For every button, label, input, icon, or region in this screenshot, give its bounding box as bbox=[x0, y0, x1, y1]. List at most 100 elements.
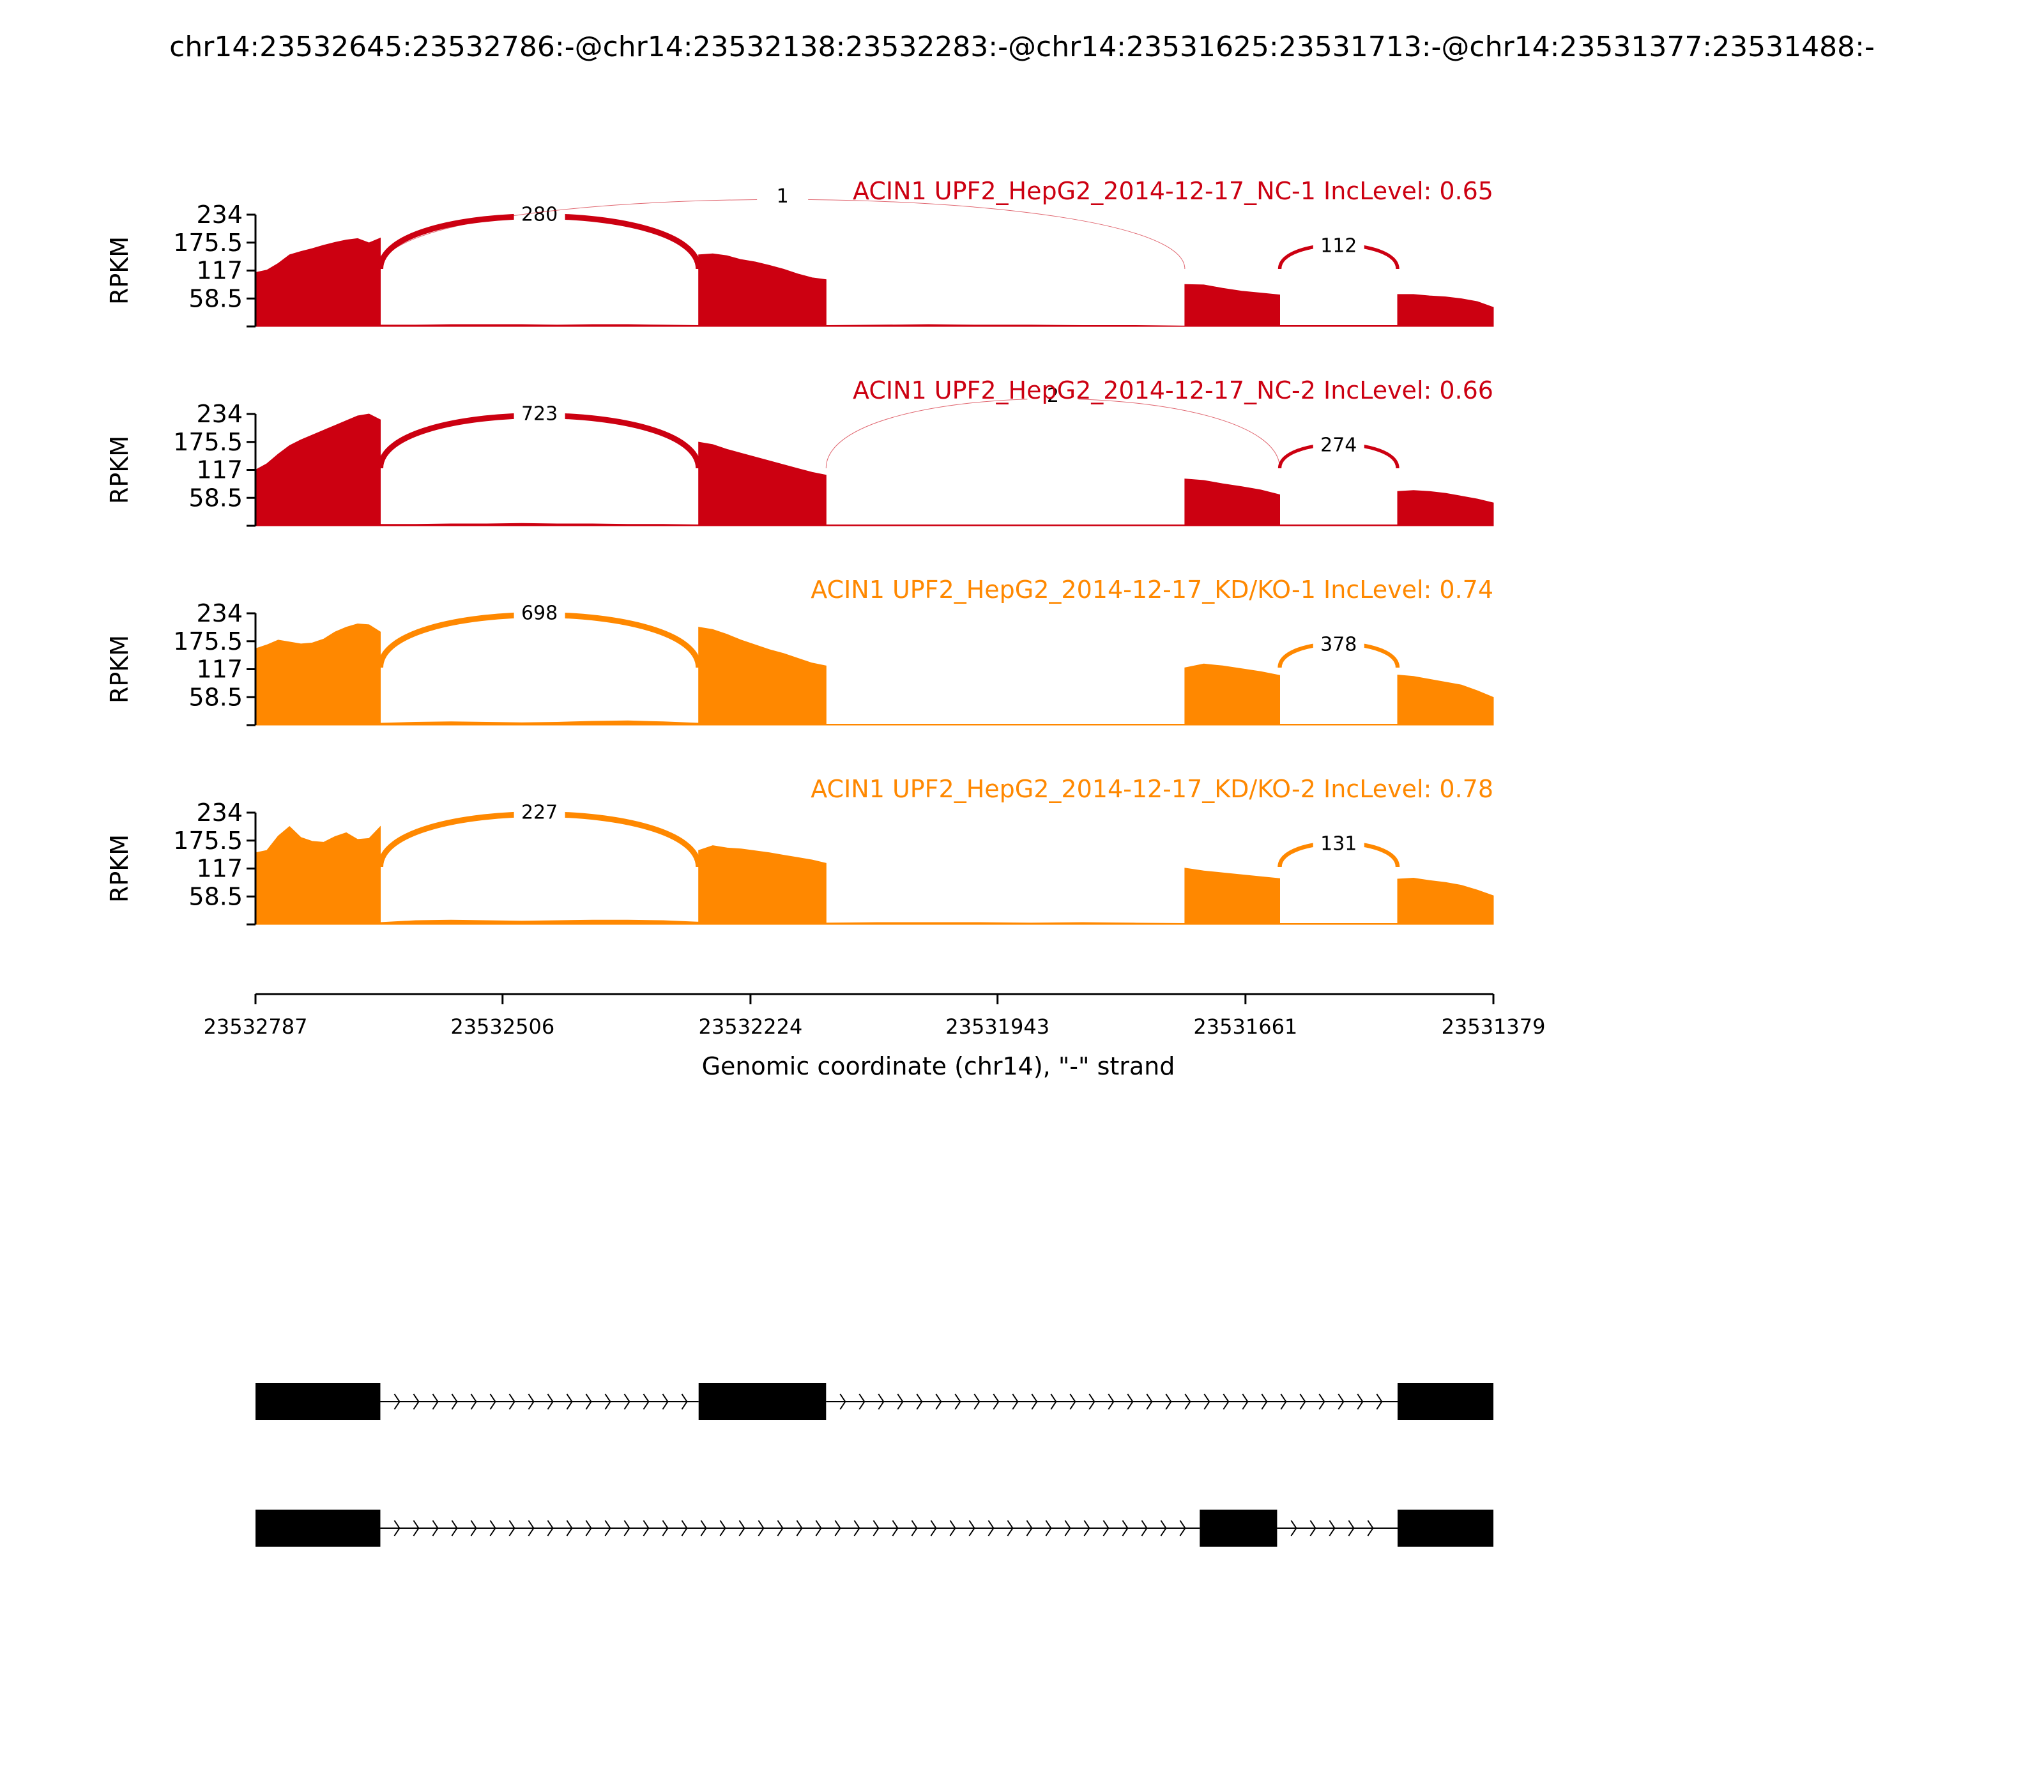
panel-title: ACIN1 UPF2_HepG2_2014-12-17_NC-1 IncLeve… bbox=[853, 177, 1493, 205]
strand-chevron bbox=[1184, 1393, 1191, 1410]
x-tick-label: 23532506 bbox=[450, 1015, 554, 1039]
strand-chevron bbox=[988, 1520, 995, 1536]
coverage-area bbox=[698, 441, 827, 526]
strand-chevron bbox=[451, 1520, 458, 1536]
strand-chevron bbox=[897, 1393, 904, 1410]
strand-chevron bbox=[1108, 1393, 1115, 1410]
strand-chevron bbox=[1367, 1520, 1374, 1536]
strand-chevron bbox=[566, 1520, 573, 1536]
figure-title: chr14:23532645:23532786:-@chr14:23532138… bbox=[169, 31, 1875, 63]
coverage-area bbox=[825, 525, 1186, 526]
strand-chevron bbox=[585, 1393, 592, 1410]
strand-chevron bbox=[547, 1520, 554, 1536]
strand-chevron bbox=[993, 1393, 1000, 1410]
y-axis-label: RPKM bbox=[105, 834, 133, 903]
coverage-area bbox=[825, 324, 1186, 327]
strand-chevron bbox=[623, 1393, 630, 1410]
x-tick-label: 23532224 bbox=[698, 1015, 802, 1039]
coverage-area bbox=[380, 919, 699, 925]
strand-chevron bbox=[1242, 1393, 1249, 1410]
y-tick-label: 58.5 bbox=[188, 683, 243, 711]
strand-chevron bbox=[432, 1393, 439, 1410]
x-tick-label: 23532787 bbox=[204, 1015, 308, 1039]
x-tick-label: 23531943 bbox=[945, 1015, 1049, 1039]
strand-chevron bbox=[1026, 1520, 1033, 1536]
strand-chevron bbox=[662, 1393, 669, 1410]
strand-chevron bbox=[547, 1393, 554, 1410]
strand-chevron bbox=[719, 1520, 726, 1536]
coverage-area bbox=[1397, 490, 1494, 526]
isoform-model bbox=[256, 1383, 1493, 1420]
strand-chevron bbox=[643, 1520, 650, 1536]
strand-chevron bbox=[1357, 1393, 1364, 1410]
junction-label-bg bbox=[514, 402, 565, 425]
strand-chevron bbox=[911, 1520, 918, 1536]
strand-chevron bbox=[973, 1393, 980, 1410]
strand-chevron bbox=[853, 1520, 860, 1536]
junction-count-label: 274 bbox=[1320, 434, 1357, 456]
y-tick-label: 58.5 bbox=[188, 284, 243, 312]
strand-chevron bbox=[1064, 1520, 1071, 1536]
strand-chevron bbox=[1012, 1393, 1019, 1410]
y-tick-label: 117 bbox=[196, 456, 243, 484]
strand-chevron bbox=[1203, 1393, 1210, 1410]
strand-chevron bbox=[1179, 1520, 1186, 1536]
junction-count-label: 378 bbox=[1320, 633, 1357, 655]
strand-chevron bbox=[834, 1520, 841, 1536]
strand-chevron bbox=[585, 1520, 592, 1536]
strand-chevron bbox=[758, 1520, 765, 1536]
strand-chevron bbox=[1102, 1520, 1110, 1536]
y-tick-label: 117 bbox=[196, 257, 243, 285]
strand-chevron bbox=[1083, 1520, 1090, 1536]
strand-chevron bbox=[949, 1520, 956, 1536]
strand-chevron bbox=[1069, 1393, 1076, 1410]
junction-count-label: 2 bbox=[1047, 385, 1059, 407]
strand-chevron bbox=[393, 1393, 400, 1410]
strand-chevron bbox=[451, 1393, 458, 1410]
coverage-area bbox=[1184, 663, 1280, 726]
coverage-area bbox=[1184, 868, 1280, 925]
strand-chevron bbox=[489, 1393, 496, 1410]
strand-chevron bbox=[489, 1520, 496, 1536]
junction-label-bg bbox=[1313, 234, 1364, 257]
strand-chevron bbox=[528, 1520, 535, 1536]
coverage-area bbox=[255, 825, 381, 925]
y-tick-label: 117 bbox=[196, 655, 243, 684]
strand-chevron bbox=[1045, 1520, 1052, 1536]
strand-chevron bbox=[1299, 1393, 1306, 1410]
strand-chevron bbox=[839, 1393, 846, 1410]
panel-title: ACIN1 UPF2_HepG2_2014-12-17_KD/KO-1 IncL… bbox=[811, 576, 1493, 604]
x-axis-label: Genomic coordinate (chr14), "-" strand bbox=[702, 1052, 1175, 1080]
junction-count-label: 112 bbox=[1320, 234, 1357, 257]
strand-chevron bbox=[1338, 1393, 1345, 1410]
coverage-area bbox=[1397, 674, 1494, 726]
strand-chevron bbox=[413, 1520, 420, 1536]
strand-chevron bbox=[413, 1393, 420, 1410]
strand-chevron bbox=[968, 1520, 975, 1536]
coverage-area bbox=[1184, 284, 1280, 327]
junction-arc bbox=[825, 398, 1280, 469]
y-axis-label: RPKM bbox=[105, 236, 133, 305]
strand-chevron bbox=[393, 1520, 400, 1536]
junction-label-bg bbox=[1313, 832, 1364, 855]
junction-count-label: 227 bbox=[521, 802, 558, 824]
y-tick-label: 234 bbox=[196, 201, 243, 229]
strand-chevron bbox=[662, 1520, 669, 1536]
coverage-area bbox=[380, 720, 699, 726]
isoform-models bbox=[256, 1383, 1493, 1547]
strand-chevron bbox=[777, 1520, 784, 1536]
junction-label-bg bbox=[1313, 632, 1364, 656]
strand-chevron bbox=[1088, 1393, 1095, 1410]
coverage-area bbox=[1279, 525, 1398, 526]
coverage-area bbox=[1397, 294, 1494, 327]
junction-label-bg bbox=[514, 800, 565, 824]
strand-chevron bbox=[815, 1520, 822, 1536]
coverage-area bbox=[380, 523, 699, 526]
coverage-area bbox=[1279, 325, 1398, 327]
strand-chevron bbox=[508, 1520, 515, 1536]
strand-chevron bbox=[604, 1393, 611, 1410]
